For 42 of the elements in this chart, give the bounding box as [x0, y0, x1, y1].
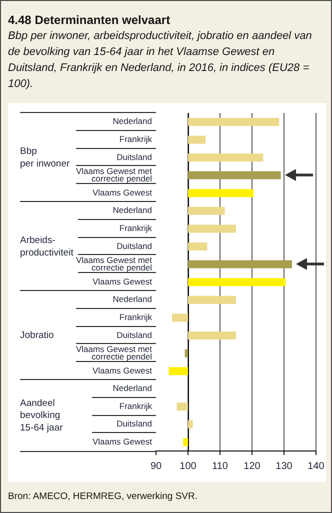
x-tick-label: 110	[212, 460, 228, 472]
text: Bron: AMECO, HERMREG, verwerking SVR.	[8, 491, 199, 503]
bar	[188, 260, 292, 268]
y-axis-title: Jobratio	[20, 330, 54, 342]
y-tick-label: Frankrijk	[119, 223, 153, 234]
y-tick-label: Frankrijk	[119, 312, 153, 322]
y-tick-label: Vlaams Gewest	[92, 276, 153, 286]
bar	[188, 136, 206, 144]
y-tick-label: Nederland	[112, 205, 152, 216]
y-axis-title: Arbeids- productiviteit	[20, 234, 74, 258]
y-tick-label: Nederland	[112, 383, 152, 394]
bar	[188, 118, 280, 126]
bar	[188, 153, 264, 162]
x-tick-label: 90	[150, 460, 162, 472]
x-tick-label: 140	[308, 460, 325, 472]
y-tick-label: Duitsland	[116, 330, 152, 340]
chart-subtitle: Bbp per inwoner, arbeidsproductiviteit, jobratio en aandeel van de bevolking van 15-64 jaar in het Vlaamse Gewest en Duitsland, Frankrijk en Nederland, in 2016, in indices (EU28 = 100).	[8, 29, 313, 92]
x-tick-label: 120	[244, 460, 261, 472]
y-tick-label: Duitsland	[116, 240, 152, 251]
bar	[188, 278, 286, 286]
y-tick-label: Vlaams Gewest	[92, 436, 153, 446]
x-tick-label: 130	[276, 460, 293, 472]
y-tick-label: Vlaams Gewest met correctie pendel	[76, 166, 153, 184]
y-tick-label: Vlaams Gewest met correctie pendel	[76, 344, 153, 362]
y-tick-label: Duitsland	[116, 418, 152, 429]
y-tick-label: Nederland	[112, 294, 152, 304]
y-tick-label: Vlaams Gewest	[92, 365, 153, 376]
bar	[188, 171, 281, 180]
y-axis-title: Bbp per inwoner	[20, 146, 70, 170]
bar	[188, 224, 236, 233]
y-tick-label: Frankrijk	[119, 134, 153, 144]
bar	[188, 242, 208, 251]
chart-title: 4.48 Determinanten welvaart	[8, 13, 172, 28]
bar	[188, 206, 225, 215]
y-tick-label: Vlaams Gewest	[92, 187, 153, 198]
y-tick-label: Vlaams Gewest met correctie pendel	[76, 255, 153, 272]
y-axis-title: Aandeel bevolking 15-64 jaar	[20, 398, 63, 434]
x-tick-label: 100	[180, 460, 197, 472]
y-tick-label: Duitsland	[116, 152, 152, 162]
y-tick-label: Frankrijk	[119, 400, 153, 411]
y-tick-label: Nederland	[112, 116, 152, 126]
bar	[188, 189, 254, 198]
